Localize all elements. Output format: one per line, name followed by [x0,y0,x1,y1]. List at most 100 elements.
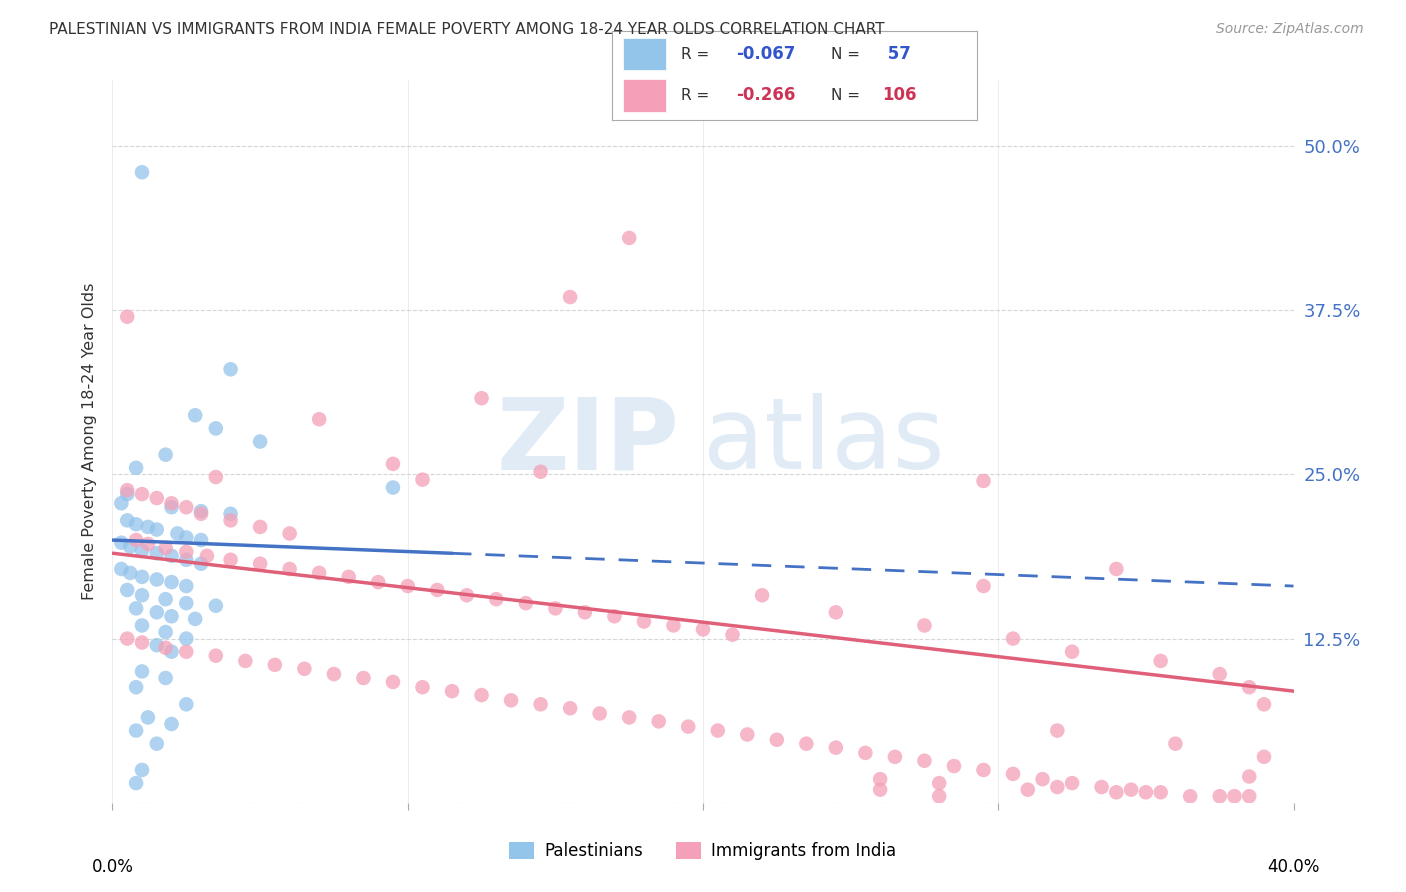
Point [125,680,148,694]
Point [1032,772,1054,786]
Point [470,391,494,405]
Point [824,740,846,755]
Point [973,579,995,593]
Point [131,165,153,179]
Point [824,605,846,619]
Text: atlas: atlas [703,393,945,490]
Point [1253,749,1275,764]
Point [205,648,228,663]
Text: Source: ZipAtlas.com: Source: ZipAtlas.com [1216,22,1364,37]
Point [737,727,759,741]
Point [219,362,242,376]
Point [396,579,419,593]
Bar [623,38,666,70]
Point [619,710,641,724]
Point [1164,737,1187,751]
Legend: Palestinians, Immigrants from India: Palestinians, Immigrants from India [503,835,903,867]
Point [692,623,714,637]
Point [117,310,138,324]
Point [382,675,405,690]
Point [184,409,207,423]
Point [131,570,153,584]
Point [136,520,159,534]
Point [1001,767,1024,781]
Point [367,575,389,590]
Point [174,698,197,712]
Point [146,523,169,537]
Point [155,640,177,655]
Point [426,582,449,597]
Point [292,662,315,676]
Point [146,737,169,751]
Point [131,635,153,649]
Point [117,582,138,597]
Text: R =: R = [681,88,714,103]
Bar [623,79,666,112]
Point [544,601,567,615]
Point [110,562,132,576]
Text: N =: N = [831,88,865,103]
Point [146,491,169,505]
Point [485,592,508,607]
Point [249,434,271,449]
Point [633,615,655,629]
Point [529,465,551,479]
Point [184,612,207,626]
Point [558,290,582,304]
Y-axis label: Female Poverty Among 18-24 Year Olds: Female Poverty Among 18-24 Year Olds [82,283,97,600]
Point [249,557,271,571]
Point [382,481,405,495]
Point [662,618,685,632]
Point [190,504,212,518]
Point [205,470,228,484]
Point [574,605,596,619]
Point [117,487,138,501]
Point [155,625,177,640]
Text: 40.0%: 40.0% [1267,858,1320,876]
Point [796,737,818,751]
Point [308,566,330,580]
Point [751,588,773,602]
Point [117,513,138,527]
Point [146,638,169,652]
Point [120,540,142,554]
Point [264,657,287,672]
Point [155,592,177,607]
Point [470,688,494,702]
Point [205,599,228,613]
Point [120,566,142,580]
Point [117,483,138,497]
Text: -0.067: -0.067 [735,45,796,63]
Point [136,710,159,724]
Point [515,596,537,610]
Point [125,601,148,615]
Point [382,457,405,471]
Point [219,507,242,521]
Point [166,526,188,541]
Point [190,507,212,521]
Point [125,517,148,532]
Point [174,579,197,593]
Point [131,618,153,632]
Text: 106: 106 [882,87,917,104]
Point [1150,785,1173,799]
Point [1178,789,1201,804]
Point [603,609,626,624]
Point [1239,789,1261,804]
Point [110,496,132,510]
Text: R =: R = [681,47,714,62]
Point [174,500,197,515]
Point [1046,723,1069,738]
Point [125,460,148,475]
Point [323,667,346,681]
Point [308,412,330,426]
Point [441,684,464,698]
Point [1091,780,1114,794]
Point [884,749,907,764]
Point [869,782,891,797]
Point [928,789,950,804]
Point [174,645,197,659]
Point [160,500,183,515]
Point [146,546,169,560]
Point [1105,785,1128,799]
